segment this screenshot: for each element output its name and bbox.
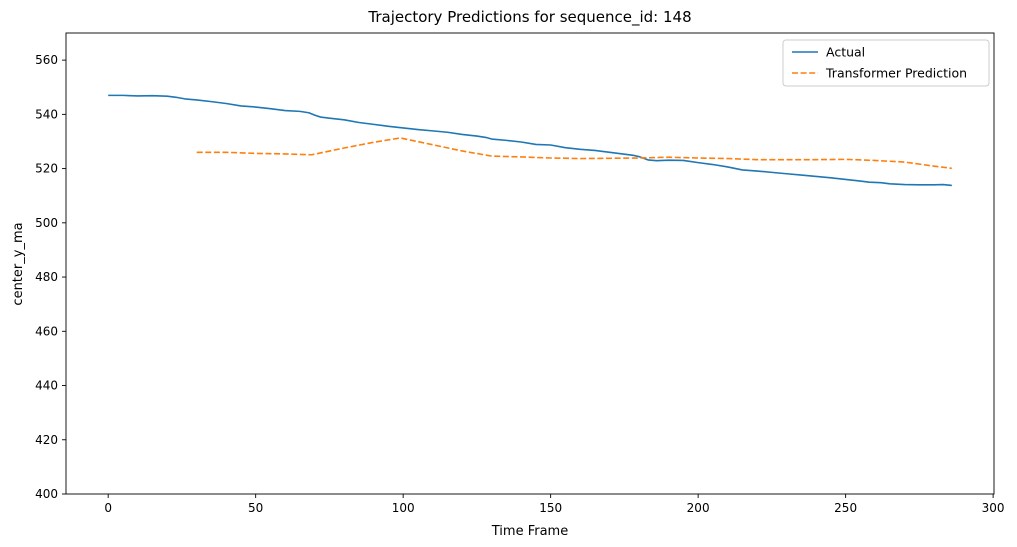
chart-title: Trajectory Predictions for sequence_id: … — [367, 8, 691, 27]
y-tick-label: 520 — [35, 162, 58, 176]
series-line-actual — [108, 94, 952, 187]
legend-box — [782, 39, 990, 87]
y-tick-label: 540 — [35, 107, 58, 121]
y-axis-label: center_y_ma — [11, 222, 26, 305]
y-tick-label: 400 — [35, 487, 58, 501]
legend: Actual Transformer Prediction — [782, 39, 990, 87]
x-tick-label: 50 — [248, 501, 263, 515]
x-tick-label: 250 — [834, 501, 857, 515]
x-tick-label: 300 — [982, 501, 1005, 515]
legend-label-prediction: Transformer Prediction — [825, 66, 967, 81]
y-tick-label: 560 — [35, 53, 58, 67]
y-tick-label: 500 — [35, 216, 58, 230]
y-tick-label: 460 — [35, 324, 58, 338]
x-tick-label: 0 — [104, 501, 112, 515]
series-line-prediction — [196, 137, 952, 170]
x-axis-label: Time Frame — [491, 524, 568, 539]
y-tick-label: 440 — [35, 379, 58, 393]
x-tick-label: 100 — [392, 501, 415, 515]
plot-frame — [65, 32, 995, 495]
legend-label-actual: Actual — [826, 45, 865, 60]
y-tick-label: 480 — [35, 270, 58, 284]
y-tick-label: 420 — [35, 433, 58, 447]
x-tick-label: 200 — [687, 501, 710, 515]
x-tick-label: 150 — [539, 501, 562, 515]
